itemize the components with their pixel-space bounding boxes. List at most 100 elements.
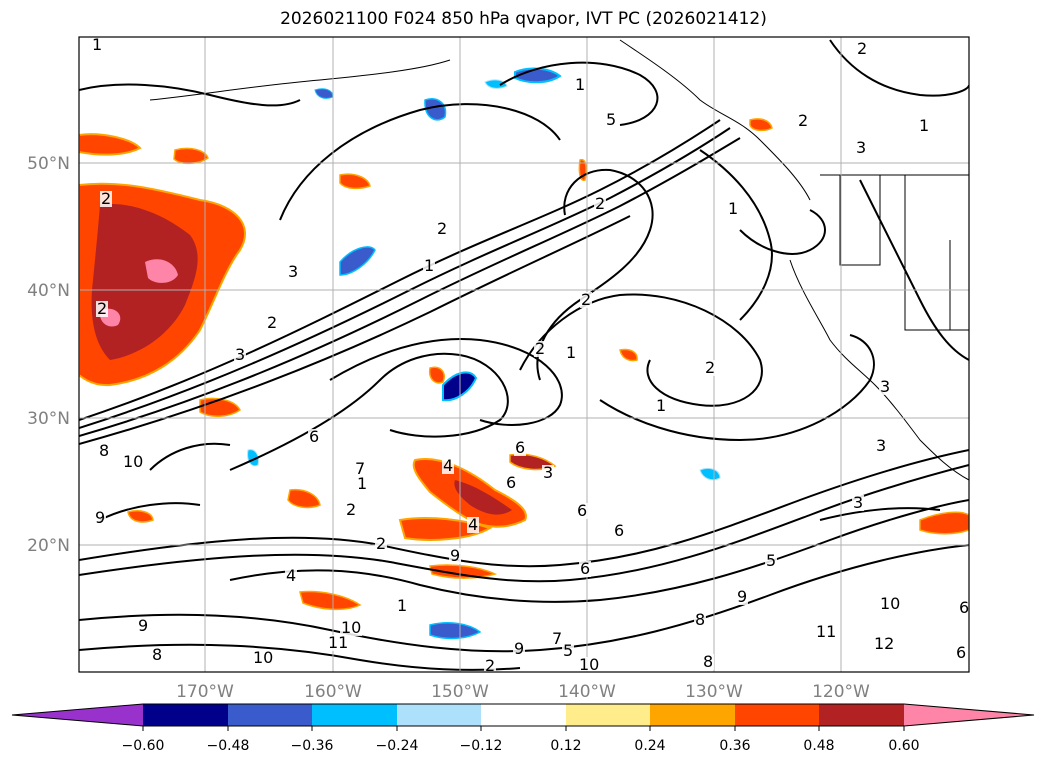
colorbar-tick-label: −0.36 — [291, 738, 334, 754]
lat-label-30n: 30°N — [27, 409, 70, 429]
contour-label: 12 — [874, 634, 894, 653]
contour-label-background — [702, 654, 714, 670]
contour-label-background — [574, 77, 586, 93]
contour-label: 5 — [766, 551, 776, 570]
contour-label-background — [576, 503, 588, 519]
contour-label: 6 — [515, 438, 525, 457]
contour-label-background — [578, 657, 600, 673]
contour-label: 2 — [346, 500, 356, 519]
colorbar-tick-label: 0.24 — [634, 738, 665, 754]
contour-label: 11 — [328, 633, 348, 652]
contour-label: 4 — [468, 515, 478, 534]
contour-label-background — [151, 647, 163, 663]
contour-label-background — [122, 454, 144, 470]
colorbar: −0.60 −0.48 −0.36 −0.24 −0.12 0.12 0.24 … — [11, 703, 1035, 754]
contour-label-background — [449, 548, 461, 564]
colorbar-bin — [566, 704, 650, 726]
contour-label: 10 — [880, 594, 900, 613]
lon-label-150w: 150°W — [431, 682, 489, 702]
contour-label-background — [605, 112, 617, 128]
contour-label-background — [94, 510, 106, 526]
contour-label: 11 — [816, 622, 836, 641]
contour-label: 1 — [919, 116, 929, 135]
contour-label-background — [396, 598, 408, 614]
contour-label-background — [580, 292, 592, 308]
contour-label-background — [655, 398, 667, 414]
contour-label: 9 — [450, 546, 460, 565]
contour-label: 2 — [97, 299, 107, 318]
contour-label-background — [96, 301, 108, 317]
contour-label-background — [345, 502, 357, 518]
contour-label: 10 — [253, 648, 273, 667]
contour-label-background — [91, 37, 103, 53]
contour-label: 3 — [235, 345, 245, 364]
contour-label: 6 — [309, 427, 319, 446]
contour-label: 6 — [614, 521, 624, 540]
contour-label-background — [879, 379, 891, 395]
colorbar-tick-label: −0.12 — [460, 738, 503, 754]
colorbar-tick-label: −0.24 — [376, 738, 419, 754]
contour-label-background — [513, 641, 525, 657]
contour-label-background — [797, 113, 809, 129]
contour-label-background — [534, 341, 546, 357]
contour-label: 1 — [357, 474, 367, 493]
colorbar-bin — [228, 704, 312, 726]
contour-label-background — [285, 568, 297, 584]
contour-label: 3 — [856, 138, 866, 157]
contour-label-background — [594, 196, 606, 212]
contour-label-background — [423, 258, 435, 274]
contour-label: 2 — [535, 339, 545, 358]
contour-label: 2 — [267, 313, 277, 332]
contour-label: 3 — [288, 262, 298, 281]
contour-label: 9 — [737, 587, 747, 606]
lon-label-120w: 120°W — [812, 682, 870, 702]
contour-label: 1 — [656, 396, 666, 415]
coastlines — [149, 39, 969, 481]
contour-label-background — [565, 345, 577, 361]
contour-label-background — [234, 347, 246, 363]
contour-label-background — [308, 429, 320, 445]
colorbar-tick-label: −0.48 — [207, 738, 250, 754]
contour-label: 2 — [857, 39, 867, 58]
contour-label: 8 — [695, 610, 705, 629]
contour-label-background — [852, 495, 864, 511]
contour-label: 2 — [705, 358, 715, 377]
colorbar-tick-label: 0.36 — [719, 738, 750, 754]
colorbar-bin — [735, 704, 819, 726]
contour-label: 2 — [485, 656, 495, 675]
contour-label: 6 — [506, 473, 516, 492]
contour-label: 4 — [286, 566, 296, 585]
contour-label-background — [340, 620, 362, 636]
contour-label-background — [375, 536, 387, 552]
contour-label-background — [613, 523, 625, 539]
contour-label-background — [562, 643, 574, 659]
contour-label: 3 — [543, 463, 553, 482]
colorbar-extend-right — [904, 704, 1034, 726]
contour-label: 1 — [728, 199, 738, 218]
contour-label: 2 — [376, 534, 386, 553]
colorbar-bin — [397, 704, 481, 726]
contour-label: 3 — [853, 493, 863, 512]
lat-label-50n: 50°N — [27, 154, 70, 174]
contour-label: 9 — [514, 639, 524, 658]
contour-label-background — [542, 465, 554, 481]
contour-label: 6 — [956, 643, 966, 662]
contour-label-background — [467, 517, 479, 533]
contour-label-background — [736, 589, 748, 605]
contour-label: 2 — [437, 219, 447, 238]
contour-label-background — [327, 635, 349, 651]
lon-label-130w: 130°W — [685, 682, 743, 702]
contour-label-background — [436, 221, 448, 237]
contour-label: 9 — [95, 508, 105, 527]
contour-label-background — [765, 553, 777, 569]
contour-label-background — [287, 264, 299, 280]
contour-label-background — [354, 461, 366, 477]
contour-label-background — [98, 443, 110, 459]
positive-shading — [79, 118, 969, 611]
contour-label-background — [727, 201, 739, 217]
contour-label: 8 — [152, 645, 162, 664]
contour-label-background — [875, 438, 887, 454]
lon-label-160w: 160°W — [304, 682, 362, 702]
